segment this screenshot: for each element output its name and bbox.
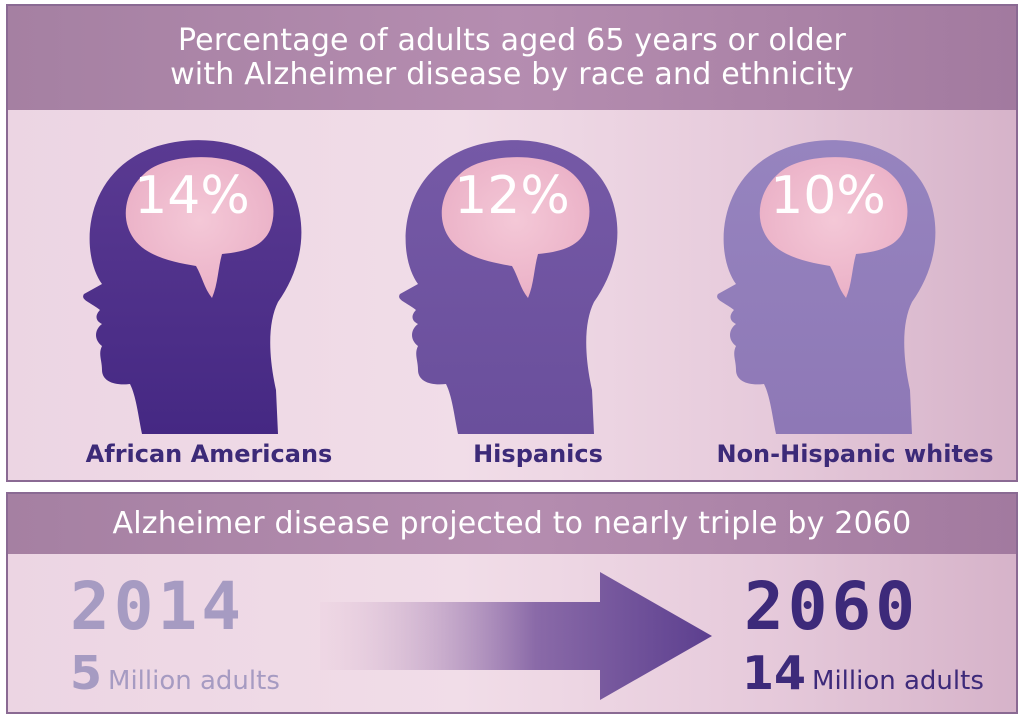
percent-hispanics: 12%	[454, 166, 570, 226]
percent-african-americans: 14%	[134, 166, 250, 226]
panel-title-line-2: with Alzheimer disease by race and ethni…	[170, 57, 854, 92]
brain-shape	[759, 157, 908, 298]
percent-non-hispanic-whites: 10%	[770, 166, 886, 226]
label-non-hispanic-whites: Non-Hispanic whites	[716, 440, 994, 468]
count-2060-number: 14	[742, 646, 807, 700]
head-silhouette-african-americans	[83, 140, 302, 434]
panel-title-line-1: Percentage of adults aged 65 years or ol…	[177, 23, 847, 58]
count-2060-unit: Million adults	[812, 666, 984, 696]
arrow-shape	[320, 572, 712, 700]
label-african-americans: African Americans	[85, 440, 333, 468]
count-2014-unit: Million adults	[108, 666, 280, 696]
head-silhouette-hispanics	[399, 140, 618, 434]
count-2060: 14 Million adults	[742, 646, 984, 700]
race-ethnicity-header: Percentage of adults aged 65 years or ol…	[8, 6, 1016, 110]
growth-arrow	[320, 572, 712, 700]
year-2014: 2014	[70, 568, 245, 645]
count-2014-number: 5	[70, 646, 103, 700]
label-hispanics: Hispanics	[473, 440, 603, 468]
projection-title: Alzheimer disease projected to nearly tr…	[112, 506, 912, 541]
head-silhouette-non-hispanic-whites	[717, 140, 936, 434]
brain-shape	[441, 157, 590, 298]
year-2060: 2060	[744, 568, 919, 645]
count-2014: 5 Million adults	[70, 646, 280, 700]
projection-header: Alzheimer disease projected to nearly tr…	[8, 494, 1016, 554]
brain-shape	[125, 157, 274, 298]
